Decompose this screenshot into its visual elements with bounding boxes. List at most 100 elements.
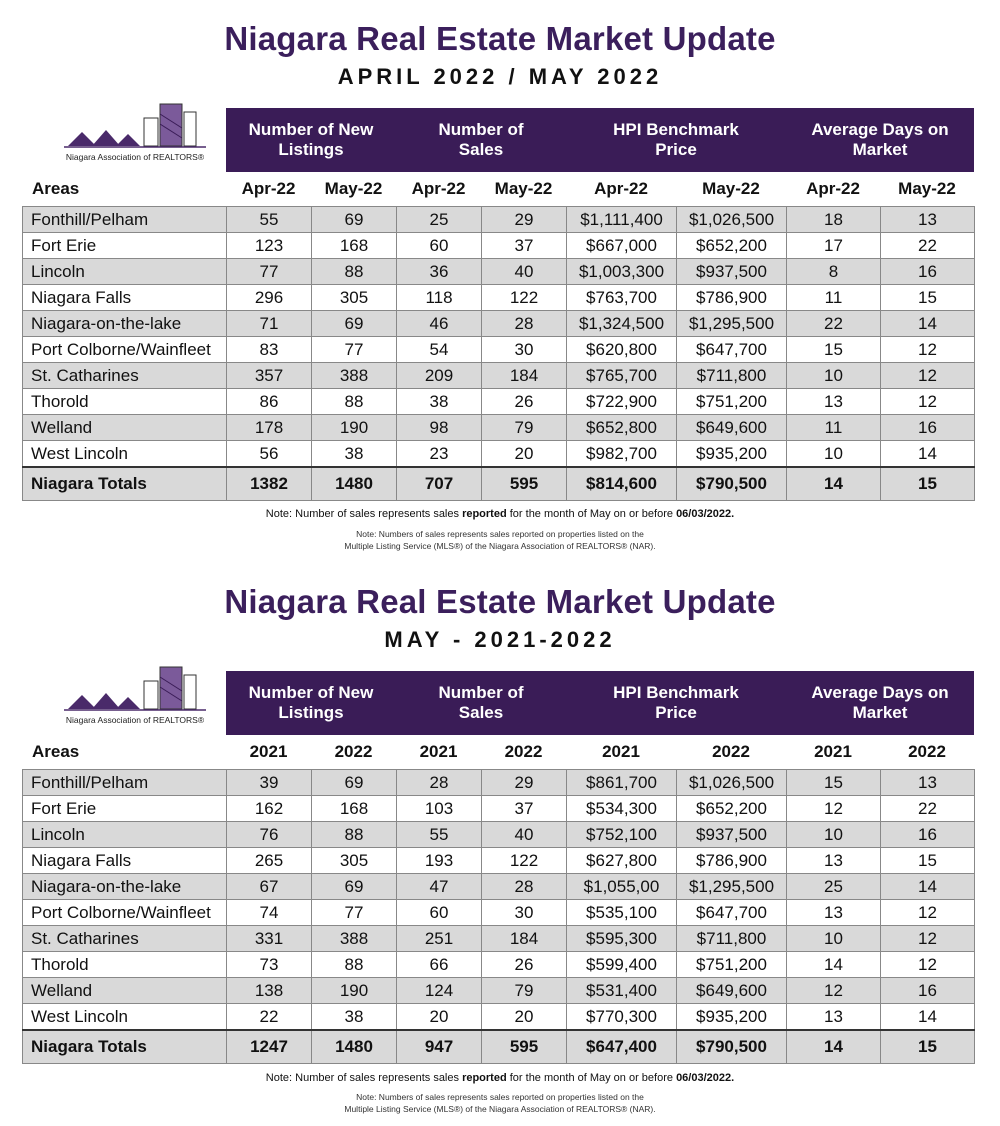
header-new-listings: Number of New Listings <box>248 683 374 722</box>
value-cell: 29 <box>481 206 567 233</box>
value-cell: $595,300 <box>566 925 677 952</box>
totals-value: 14 <box>786 1029 881 1064</box>
value-cell: 69 <box>311 310 397 337</box>
header-days-on-market: Average Days on Market <box>811 120 949 159</box>
value-cell: $1,055,00 <box>566 873 677 900</box>
value-cell: 14 <box>880 310 975 337</box>
subheader-areas: Areas <box>32 742 80 761</box>
value-cell: 10 <box>786 821 881 848</box>
totals-label: Niagara Totals <box>22 466 227 501</box>
value-cell: $711,800 <box>676 925 787 952</box>
table-row: Fonthill/Pelham 39 69 28 29 $861,700 $1,026,50… <box>22 769 975 796</box>
totals-value: 947 <box>396 1029 482 1064</box>
value-cell: $935,200 <box>676 440 787 468</box>
table-row: Fort Erie 162 168 103 37 $534,300 $652,200 12 22 <box>22 795 975 822</box>
header-hpi-price: HPI Benchmark Price <box>613 120 739 159</box>
value-cell: 37 <box>481 232 567 259</box>
subheader-col-3: Apr-22 <box>411 179 466 198</box>
area-cell: St. Catharines <box>22 925 227 952</box>
area-cell: Welland <box>22 977 227 1004</box>
value-cell: 13 <box>786 847 881 874</box>
value-cell: $620,800 <box>566 336 677 363</box>
value-cell: 60 <box>396 232 482 259</box>
value-cell: 15 <box>786 336 881 363</box>
area-cell: Thorold <box>22 951 227 978</box>
area-cell: Lincoln <box>22 258 227 285</box>
value-cell: 103 <box>396 795 482 822</box>
value-cell: $647,700 <box>676 336 787 363</box>
value-cell: 88 <box>311 258 397 285</box>
value-cell: 8 <box>786 258 881 285</box>
header-new-listings: Number of New Listings <box>248 120 374 159</box>
subheader-col-5: Apr-22 <box>594 179 648 198</box>
totals-value: 14 <box>786 466 881 501</box>
table-row: Thorold 86 88 38 26 $722,900 $751,200 13 12 <box>22 388 975 415</box>
page-subtitle-2: MAY - 2021-2022 <box>384 627 616 652</box>
table-row: Niagara Falls 265 305 193 122 $627,800 $786,90… <box>22 847 975 874</box>
value-cell: 83 <box>226 336 312 363</box>
value-cell: 25 <box>786 873 881 900</box>
value-cell: 388 <box>311 362 397 389</box>
value-cell: 15 <box>880 847 975 874</box>
sales-note-date: 06/03/2022. <box>676 1072 735 1084</box>
value-cell: 118 <box>396 284 482 311</box>
sales-note: Note: Number of sales represents sales r… <box>0 508 1000 520</box>
value-cell: 20 <box>481 440 567 468</box>
totals-value: 1480 <box>311 1029 397 1064</box>
value-cell: 56 <box>226 440 312 468</box>
page-title-2: Niagara Real Estate Market Update <box>224 583 776 620</box>
value-cell: 265 <box>226 847 312 874</box>
market-data-table: Fonthill/Pelham 55 69 25 29 $1,111,400 $1,026,… <box>22 206 975 501</box>
column-group-header: Number of New Listings Number of Sales H… <box>226 671 974 735</box>
table-row: St. Catharines 357 388 209 184 $765,700 $711,8… <box>22 362 975 389</box>
sales-note-text-2: for the month of May on or before <box>506 508 677 520</box>
value-cell: 69 <box>311 769 397 796</box>
value-cell: $982,700 <box>566 440 677 468</box>
table-row: Port Colborne/Wainfleet 83 77 54 30 $620,800 $… <box>22 336 975 363</box>
logo-caption: Niagara Association of REALTORS® <box>65 152 205 162</box>
value-cell: 38 <box>311 1003 397 1031</box>
value-cell: 77 <box>311 899 397 926</box>
value-cell: $722,900 <box>566 388 677 415</box>
totals-value: 15 <box>880 1029 975 1064</box>
value-cell: $752,100 <box>566 821 677 848</box>
value-cell: 17 <box>786 232 881 259</box>
area-cell: Fonthill/Pelham <box>22 769 227 796</box>
value-cell: 122 <box>481 284 567 311</box>
subheader-col-3: 2021 <box>419 742 458 761</box>
value-cell: 10 <box>786 440 881 468</box>
table-row: Niagara Falls 296 305 118 122 $763,700 $786,90… <box>22 284 975 311</box>
value-cell: 10 <box>786 362 881 389</box>
value-cell: 13 <box>786 1003 881 1031</box>
value-cell: 305 <box>311 284 397 311</box>
value-cell: 55 <box>396 821 482 848</box>
mls-note-line-2: Multiple Listing Service (MLS®) of the N… <box>344 541 656 551</box>
value-cell: 88 <box>311 951 397 978</box>
mls-note-line-1: Note: Numbers of sales represents sales … <box>356 529 644 539</box>
area-cell: West Lincoln <box>22 1003 227 1031</box>
value-cell: 26 <box>481 388 567 415</box>
value-cell: 184 <box>481 362 567 389</box>
header-sales: Number of Sales <box>438 120 524 159</box>
value-cell: $935,200 <box>676 1003 787 1031</box>
area-cell: Lincoln <box>22 821 227 848</box>
value-cell: 138 <box>226 977 312 1004</box>
totals-value: $814,600 <box>566 466 677 501</box>
table-row: Fort Erie 123 168 60 37 $667,000 $652,200 17 22 <box>22 232 975 259</box>
value-cell: 296 <box>226 284 312 311</box>
value-cell: 12 <box>880 336 975 363</box>
value-cell: 14 <box>880 440 975 468</box>
sales-note-text: Note: Number of sales represents sales <box>265 1072 463 1084</box>
value-cell: $667,000 <box>566 232 677 259</box>
houses-logo-icon <box>64 666 206 711</box>
value-cell: 190 <box>311 977 397 1004</box>
value-cell: 16 <box>880 977 975 1004</box>
area-cell: Thorold <box>22 388 227 415</box>
value-cell: 193 <box>396 847 482 874</box>
page-subtitle: APRIL 2022 / MAY 2022 <box>337 64 663 89</box>
table-row: Lincoln 76 88 55 40 $752,100 $937,500 10 16 <box>22 821 975 848</box>
value-cell: 73 <box>226 951 312 978</box>
value-cell: 168 <box>311 232 397 259</box>
table-row: Niagara-on-the-lake 67 69 47 28 $1,055,00 $1,2… <box>22 873 975 900</box>
subheader-col-4: May-22 <box>494 179 553 198</box>
